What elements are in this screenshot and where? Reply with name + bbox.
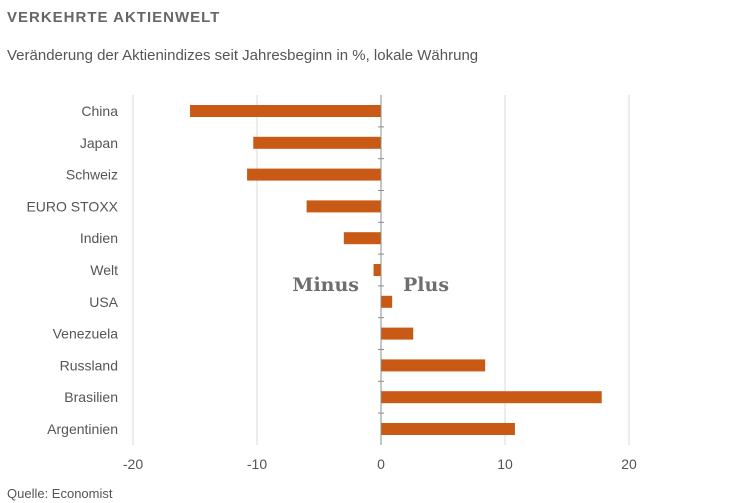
bar [253,136,381,149]
category-label: China [81,103,118,119]
source-note: Quelle: Economist [7,486,113,501]
chart-title: VERKEHRTE AKTIENWELT [7,9,221,26]
x-tick-labels: -20 -10 0 10 20 [123,456,637,472]
category-label: Welt [90,262,118,278]
bar [373,264,381,276]
bars [190,105,602,435]
bar [381,391,602,404]
category-label: Venezuela [53,326,119,342]
category-label: EURO STOXX [26,198,118,214]
x-tick-label: 0 [377,456,385,472]
category-label: Brasilien [64,389,118,405]
x-tick-label: -20 [123,456,143,472]
bar [306,200,381,213]
category-label: Schweiz [66,167,118,183]
annotations: Minus Plus [292,274,449,296]
category-label: Japan [80,135,118,151]
x-tick-label: 10 [497,456,513,472]
gridlines [132,95,630,445]
bar [343,232,381,245]
category-labels: China Japan Schweiz EURO STOXX Indien Welt USA… [26,103,118,437]
bar [190,105,381,117]
bar [247,168,381,181]
chart-subtitle: Veränderung der Aktienindizes seit Jahre… [7,47,479,64]
bar [381,359,486,372]
category-label: USA [89,294,118,310]
bar [381,327,414,340]
plus-annotation: Plus [403,274,449,296]
x-tick-label: 20 [621,456,637,472]
bar [381,295,393,308]
category-label: Russland [60,357,118,373]
zero-axis [378,95,384,445]
bar [381,423,515,435]
minus-annotation: Minus [292,274,359,296]
category-label: Indien [80,230,118,246]
x-tick-label: -10 [247,456,267,472]
category-label: Argentinien [47,421,118,437]
